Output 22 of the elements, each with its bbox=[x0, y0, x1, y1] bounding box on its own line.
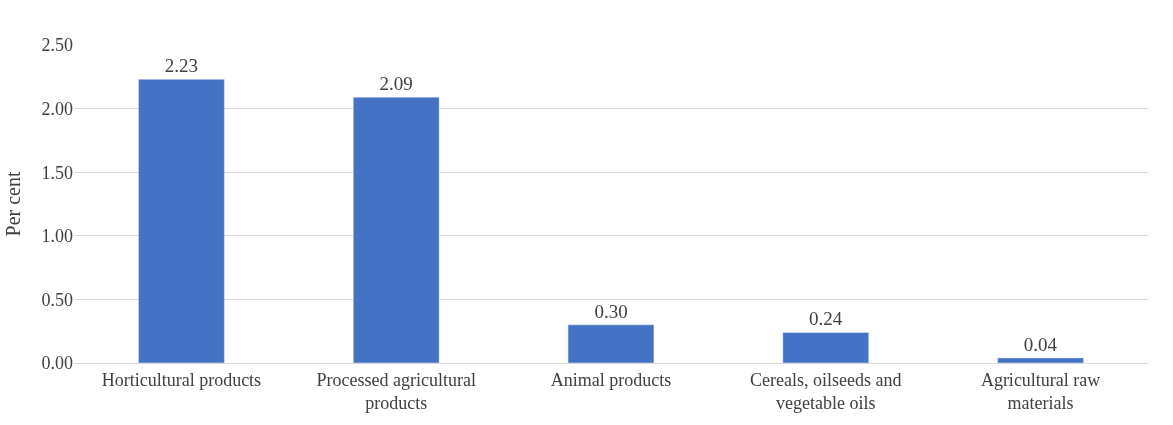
bar bbox=[138, 79, 225, 363]
data-label: 2.23 bbox=[164, 55, 199, 77]
data-label: 0.04 bbox=[1023, 333, 1058, 355]
data-label: 2.09 bbox=[379, 73, 413, 95]
y-tick-label: 0.00 bbox=[41, 353, 73, 374]
bar bbox=[352, 96, 440, 363]
y-tick-label: 2.00 bbox=[41, 98, 73, 119]
y-axis-title: Per cent bbox=[2, 171, 24, 237]
x-tick-label: Agricultural raw materials bbox=[980, 369, 1101, 413]
bar bbox=[567, 324, 655, 363]
x-tick-label: Horticultural products bbox=[101, 369, 262, 390]
x-tick-label: Processed agricultural products bbox=[316, 369, 476, 413]
y-tick-label: 1.50 bbox=[41, 162, 73, 183]
bar bbox=[782, 332, 870, 363]
data-label: 0.24 bbox=[808, 308, 843, 330]
x-tick-label: Cereals, oilseeds and vegetable oils bbox=[750, 369, 902, 413]
x-tick-label: Animal products bbox=[550, 369, 672, 390]
y-tick-label: 2.50 bbox=[41, 35, 73, 56]
data-label: 0.30 bbox=[594, 300, 628, 322]
bar bbox=[997, 357, 1084, 363]
y-tick-label: 0.50 bbox=[41, 289, 73, 310]
y-tick-label: 1.00 bbox=[41, 226, 73, 247]
